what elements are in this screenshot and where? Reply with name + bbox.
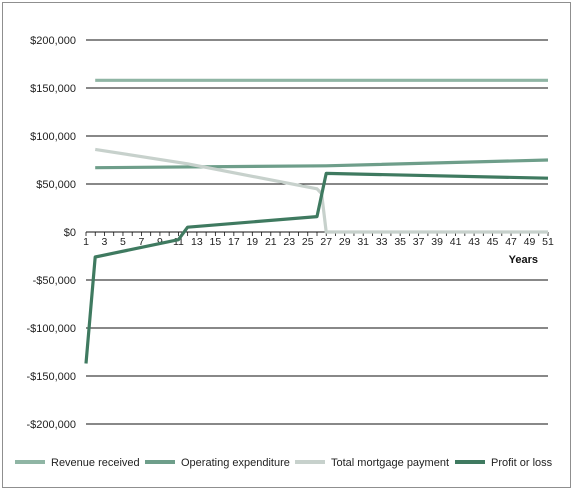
y-tick-label: -$200,000 [26, 419, 76, 431]
legend-label: Total mortgage payment [331, 457, 449, 469]
x-tick-label: 3 [102, 236, 108, 248]
series-line-profit-or-loss [84, 171, 549, 364]
legend: Revenue received Operating expenditure Tot… [15, 457, 553, 469]
x-axis-title: Years [509, 254, 538, 266]
x-tick-label: 45 [487, 236, 499, 248]
series-line-operating-expenditure [95, 158, 549, 170]
x-tick-label: 47 [505, 236, 517, 248]
x-tick-label: 23 [283, 236, 295, 248]
y-tick-label: -$100,000 [26, 323, 76, 335]
x-tick-label: 43 [468, 236, 480, 248]
y-tick-label: $100,000 [30, 131, 76, 143]
x-tick-label: 41 [450, 236, 462, 248]
x-tick-label: 7 [139, 236, 145, 248]
x-tick-label: 33 [376, 236, 388, 248]
y-tick-label: $150,000 [30, 83, 76, 95]
x-tick-label: 35 [394, 236, 406, 248]
series-line-total-mortgage-payment [94, 147, 548, 234]
x-tick-label: 25 [302, 236, 314, 248]
y-tick-label: $0 [64, 227, 76, 239]
legend-label: Revenue received [51, 457, 140, 469]
x-tick-label: 1 [83, 236, 89, 248]
y-tick-label: $200,000 [30, 35, 76, 47]
legend-label: Operating expenditure [181, 457, 290, 469]
y-tick-label: -$150,000 [26, 371, 76, 383]
x-tick-label: 39 [431, 236, 443, 248]
series-lines [84, 78, 549, 364]
x-axis: 1 3 5 7 9 11 13 15 17 19 21 23 25 27 29 31 33 35 37 39 41 43 4… [83, 232, 554, 248]
x-tick-label: 11 [173, 236, 184, 248]
x-tick-label: 31 [357, 236, 369, 248]
x-tick-label: 13 [191, 236, 203, 248]
x-tick-label: 29 [339, 236, 351, 248]
legend-label: Profit or loss [491, 457, 553, 469]
x-tick-label: 19 [246, 236, 258, 248]
x-tick-label: 51 [542, 236, 554, 248]
x-tick-label: 17 [228, 236, 240, 248]
x-tick-label: 37 [413, 236, 425, 248]
x-tick-label: 21 [265, 236, 277, 248]
x-tick-label: 15 [210, 236, 222, 248]
x-tick-label: 49 [524, 236, 536, 248]
y-tick-label: $50,000 [36, 179, 76, 191]
x-tick-label: 5 [120, 236, 126, 248]
x-tick-label: 27 [320, 236, 332, 248]
gridlines [86, 39, 548, 425]
y-axis: $200,000 $150,000 $100,000 $50,000 $0 -$50,00… [26, 35, 76, 431]
y-tick-label: -$50,000 [33, 275, 76, 287]
